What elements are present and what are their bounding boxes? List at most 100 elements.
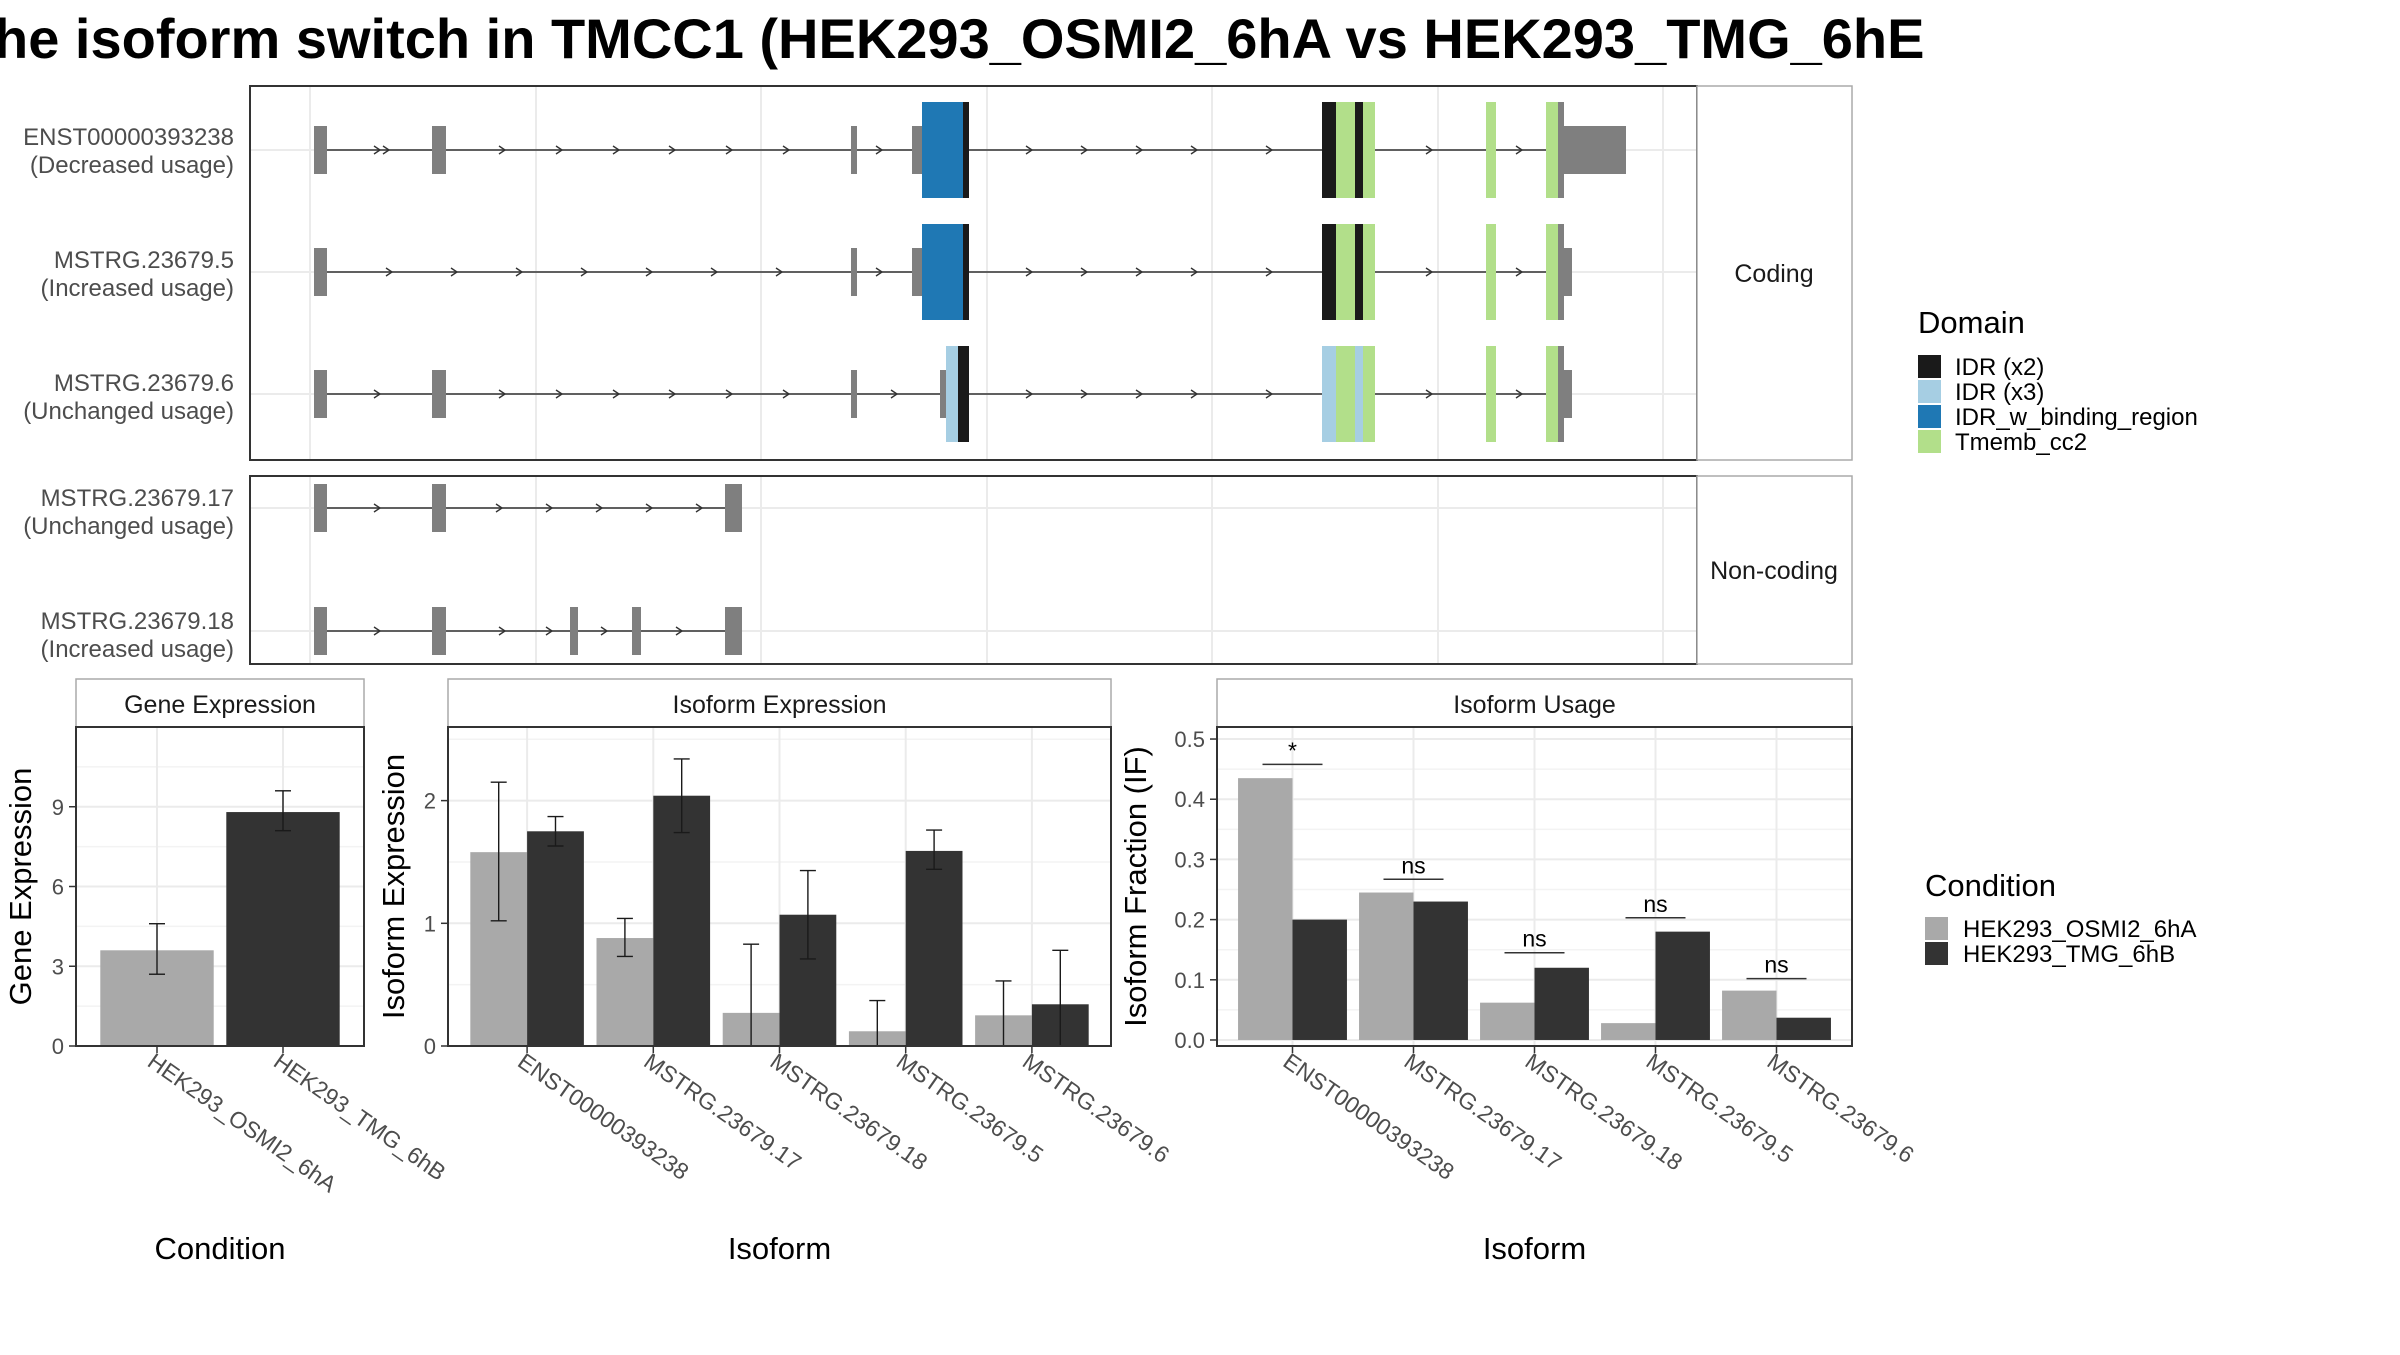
exon <box>1558 224 1564 320</box>
transcript-label-usage: (Unchanged usage) <box>23 513 234 540</box>
transcript-models <box>314 102 1626 655</box>
intron-arrow <box>555 145 564 155</box>
condition-legend: Condition HEK293_OSMI2_6hA HEK293_TMG_6h… <box>1925 868 2196 968</box>
transcript-model <box>314 484 742 532</box>
domain-idr-w-binding-region <box>922 224 963 320</box>
chart-title: Gene Expression <box>124 691 316 719</box>
bar <box>1655 931 1710 1040</box>
intron-arrow <box>890 389 899 399</box>
exon <box>1564 370 1572 418</box>
intron-arrow <box>1080 267 1089 277</box>
exon <box>432 126 446 174</box>
intron-arrow <box>600 626 609 636</box>
exon <box>432 370 446 418</box>
intron-arrow <box>1190 267 1199 277</box>
intron-arrow <box>668 389 677 399</box>
bar <box>1480 1002 1535 1040</box>
domain-tmemb-cc2 <box>1486 224 1496 320</box>
transcript-model <box>314 102 1626 198</box>
intron-arrow <box>1135 389 1144 399</box>
transcript-label-id: MSTRG.23679.17 <box>41 485 234 512</box>
intron-arrow <box>1025 267 1034 277</box>
intron-arrow <box>1080 145 1089 155</box>
transcript-model <box>314 224 1572 320</box>
intron-arrow <box>645 267 654 277</box>
domain-idr-x3 <box>946 346 958 442</box>
y-tick-label: 6 <box>52 875 64 900</box>
exon <box>632 607 641 655</box>
domain-idr-x2 <box>963 102 969 198</box>
bar <box>1292 919 1347 1040</box>
intron-arrow <box>875 145 884 155</box>
bar <box>1601 1023 1656 1040</box>
domain-tmemb-cc2 <box>1363 224 1375 320</box>
intron-arrow <box>515 267 524 277</box>
intron-arrow <box>1515 267 1524 277</box>
intron-arrow <box>1080 389 1089 399</box>
y-axis-label: Gene Expression <box>3 768 38 1006</box>
intron-arrow <box>1425 389 1434 399</box>
intron-arrows <box>373 145 1524 636</box>
exon <box>725 484 742 532</box>
intron-arrow <box>385 267 394 277</box>
bar <box>1776 1017 1831 1040</box>
legend-label: IDR (x2) <box>1955 354 2044 381</box>
noncoding-strip-label: Non-coding <box>1710 557 1838 585</box>
transcript-label-usage: (Increased usage) <box>41 275 234 302</box>
transcript-label-usage: (Increased usage) <box>41 636 234 663</box>
intron-arrow <box>668 145 677 155</box>
intron-arrow <box>545 503 554 513</box>
y-tick-label: 0.5 <box>1174 727 1205 752</box>
legend-label: Tmemb_cc2 <box>1955 429 2087 456</box>
chart-title: Isoform Expression <box>673 691 887 719</box>
legend-label: HEK293_OSMI2_6hA <box>1963 916 2196 943</box>
intron-arrow <box>1425 145 1434 155</box>
intron-arrow <box>1265 389 1274 399</box>
domain-tmemb-cc2 <box>1336 346 1355 442</box>
intron-arrow <box>1515 145 1524 155</box>
domain-tmemb-cc2 <box>1336 224 1355 320</box>
transcript-model <box>314 607 742 655</box>
intron-arrow <box>373 145 382 155</box>
domain-idr-x3 <box>1322 346 1336 442</box>
intron-arrow <box>1265 145 1274 155</box>
bar <box>1238 778 1293 1040</box>
x-axis-label: Condition <box>155 1231 286 1266</box>
legend-key-tmemb-cc2 <box>1918 430 1941 453</box>
y-tick-label: 0.4 <box>1174 787 1205 812</box>
intron-arrow <box>725 389 734 399</box>
legend-label: HEK293_TMG_6hB <box>1963 941 2175 968</box>
transcript-label-id: MSTRG.23679.6 <box>54 370 234 397</box>
chart-title: Isoform Usage <box>1453 691 1616 719</box>
transcript-label-usage: (Decreased usage) <box>30 152 234 179</box>
intron-arrow <box>373 389 382 399</box>
y-tick-label: 0.2 <box>1174 908 1205 933</box>
intron-arrow <box>1190 145 1199 155</box>
intron-arrow <box>725 145 734 155</box>
y-tick-label: 0 <box>424 1034 436 1059</box>
chart-title-strip <box>75 678 365 728</box>
domain-tmemb-cc2 <box>1486 102 1496 198</box>
exon <box>314 607 327 655</box>
exon <box>851 248 857 296</box>
bar <box>905 850 963 1046</box>
noncoding-panel-border <box>249 475 1698 665</box>
y-axis-label: Isoform Expression <box>376 754 411 1019</box>
significance-label: * <box>1288 737 1297 763</box>
significance-label: ns <box>1643 891 1667 917</box>
intron-arrow <box>1190 389 1199 399</box>
transcript-label-usage: (Unchanged usage) <box>23 398 234 425</box>
intron-arrow <box>1025 389 1034 399</box>
structure-grid <box>250 86 1697 664</box>
exon <box>940 370 946 418</box>
exon <box>1558 346 1564 442</box>
transcript-label-id: MSTRG.23679.18 <box>41 608 234 635</box>
x-axis-label: Isoform <box>728 1231 831 1266</box>
legend-label: IDR_w_binding_region <box>1955 404 2198 431</box>
domain-tmemb-cc2 <box>1546 224 1558 320</box>
intron-arrow <box>498 389 507 399</box>
bar <box>1534 967 1589 1040</box>
exon <box>570 607 578 655</box>
intron-arrow <box>782 145 791 155</box>
